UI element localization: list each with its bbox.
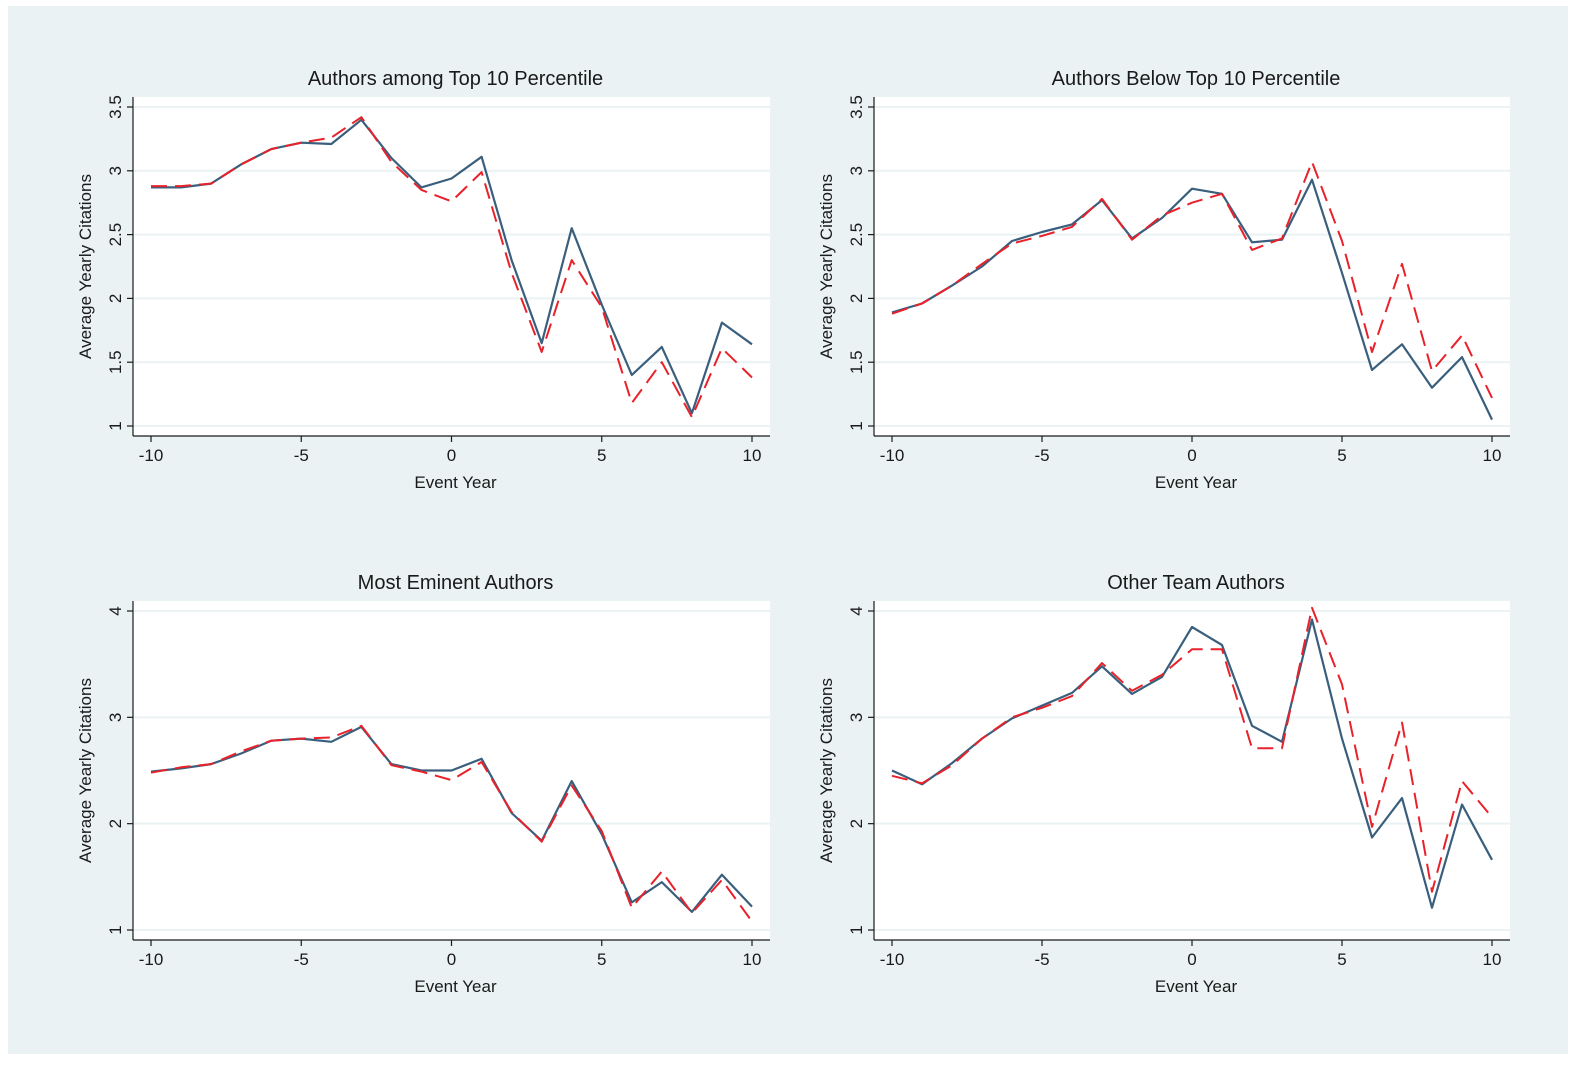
x-tick-label: -5 bbox=[294, 950, 309, 969]
x-tick-label: -5 bbox=[294, 446, 309, 465]
panel-title: Most Eminent Authors bbox=[358, 572, 554, 594]
y-tick-label: 3.5 bbox=[106, 95, 125, 119]
x-tick-label: 0 bbox=[447, 446, 456, 465]
y-axis-label: Average Yearly Citations bbox=[76, 174, 95, 359]
y-axis-label: Average Yearly Citations bbox=[76, 678, 95, 863]
x-tick-label: -10 bbox=[139, 950, 164, 969]
y-tick-label: 1 bbox=[106, 925, 125, 934]
plot-area bbox=[874, 601, 1510, 940]
series-line-dashed bbox=[150, 724, 753, 923]
x-tick-label: -5 bbox=[1034, 950, 1049, 969]
x-tick-label: -5 bbox=[1034, 446, 1049, 465]
series-line-solid bbox=[150, 725, 753, 914]
y-tick-label: 1.5 bbox=[847, 350, 866, 374]
y-axis-label: Average Yearly Citations bbox=[817, 678, 836, 863]
figure-background: 1 1.5 2 2.5 3 3.5 -10 -5 0 5 10 Authors among Top 1… bbox=[8, 6, 1568, 1054]
x-tick-label: 10 bbox=[1483, 950, 1502, 969]
y-tick-label: 2 bbox=[106, 819, 125, 828]
x-tick-label: 5 bbox=[1337, 950, 1346, 969]
y-tick-label: 2.5 bbox=[847, 223, 866, 247]
series-line-dashed bbox=[891, 606, 1493, 893]
y-tick-label: 3 bbox=[847, 713, 866, 722]
y-tick-label: 2 bbox=[847, 294, 866, 303]
y-tick-label: 4 bbox=[847, 606, 866, 615]
x-tick-label: 10 bbox=[743, 446, 762, 465]
panel-1: 1 1.5 2 2.5 3 3.5 -10 -5 0 5 10 Authors among Top 1… bbox=[76, 68, 770, 492]
x-tick-label: 0 bbox=[1187, 446, 1196, 465]
y-tick-label: 3 bbox=[847, 166, 866, 175]
x-tick-label: 0 bbox=[447, 950, 456, 969]
x-tick-label: 5 bbox=[1337, 446, 1346, 465]
y-tick-label: 3 bbox=[106, 166, 125, 175]
y-axis-label: Average Yearly Citations bbox=[817, 174, 836, 359]
panel-2: 1 1.5 2 2.5 3 3.5 -10 -5 0 5 10 Authors Below Top 1… bbox=[817, 68, 1510, 492]
panel-4: 1 2 3 4 -10 -5 0 5 10 Other Team Authors Event Yea… bbox=[817, 572, 1510, 996]
y-tick-label: 2 bbox=[106, 294, 125, 303]
x-tick-label: -10 bbox=[880, 950, 905, 969]
x-tick-label: 5 bbox=[597, 950, 606, 969]
x-axis-label: Event Year bbox=[414, 473, 497, 492]
series-line-solid bbox=[891, 618, 1493, 909]
panel-3: 1 2 3 4 -10 -5 0 5 10 Most Eminent Authors Event Y… bbox=[76, 572, 770, 996]
panel-title: Authors Below Top 10 Percentile bbox=[1052, 68, 1341, 90]
y-tick-label: 1.5 bbox=[106, 350, 125, 374]
plot-area bbox=[133, 97, 770, 436]
y-tick-label: 3 bbox=[106, 713, 125, 722]
x-tick-label: 5 bbox=[597, 446, 606, 465]
y-tick-label: 4 bbox=[106, 606, 125, 615]
y-tick-label: 1 bbox=[106, 421, 125, 430]
x-tick-label: 10 bbox=[743, 950, 762, 969]
y-tick-label: 1 bbox=[847, 421, 866, 430]
plot-area bbox=[874, 97, 1510, 436]
x-axis-label: Event Year bbox=[1155, 977, 1238, 996]
x-tick-label: 10 bbox=[1483, 446, 1502, 465]
x-tick-label: -10 bbox=[139, 446, 164, 465]
x-axis-label: Event Year bbox=[1155, 473, 1238, 492]
series-line-dashed bbox=[151, 116, 753, 419]
series-line-solid bbox=[891, 178, 1493, 421]
y-tick-label: 1 bbox=[847, 925, 866, 934]
y-tick-label: 2 bbox=[847, 819, 866, 828]
y-tick-label: 3.5 bbox=[847, 95, 866, 119]
x-tick-label: -10 bbox=[880, 446, 905, 465]
y-tick-label: 2.5 bbox=[106, 223, 125, 247]
series-line-dashed bbox=[891, 160, 1493, 399]
x-tick-label: 0 bbox=[1187, 950, 1196, 969]
x-axis-label: Event Year bbox=[414, 977, 497, 996]
panel-title: Authors among Top 10 Percentile bbox=[308, 68, 603, 90]
panel-title: Other Team Authors bbox=[1107, 572, 1285, 594]
